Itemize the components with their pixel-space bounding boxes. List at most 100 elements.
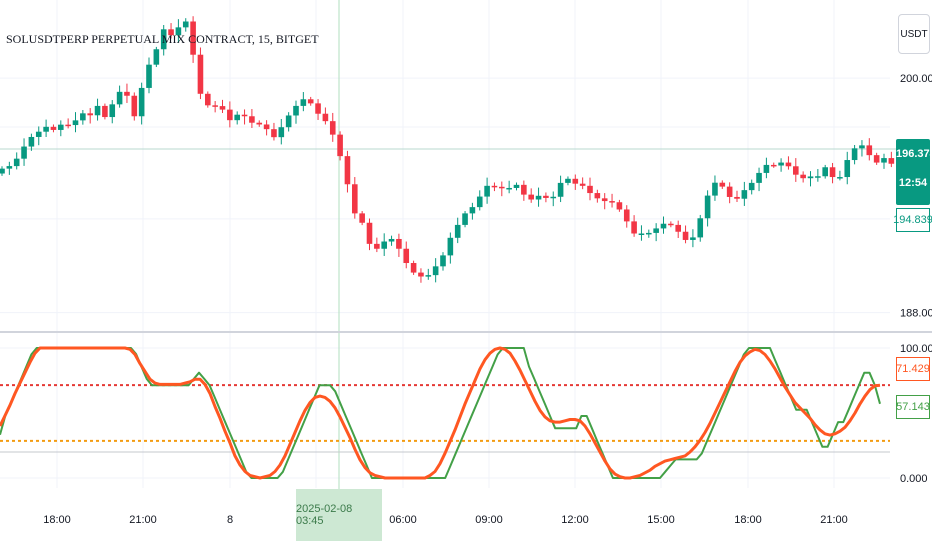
candle-body bbox=[859, 145, 865, 149]
axis-labels: 200.000188.000100.0000.00018:0021:00803:… bbox=[43, 73, 932, 526]
candle-body bbox=[535, 195, 542, 200]
candle-body bbox=[543, 195, 549, 198]
candle-body bbox=[726, 186, 733, 197]
candle-body bbox=[116, 91, 123, 105]
candle-body bbox=[263, 124, 270, 130]
candle-body bbox=[160, 29, 167, 50]
candle-body bbox=[616, 202, 623, 210]
candle-body bbox=[190, 21, 196, 55]
candle-body bbox=[109, 104, 116, 118]
candle-body bbox=[124, 91, 130, 96]
currency-button[interactable]: USDT bbox=[898, 14, 930, 54]
candle-body bbox=[770, 164, 777, 167]
time-tick-label: 15:00 bbox=[647, 514, 675, 526]
candle-body bbox=[337, 134, 343, 157]
candle-body bbox=[410, 263, 417, 273]
candle-body bbox=[873, 155, 880, 163]
candle-body bbox=[476, 196, 483, 208]
candle-body bbox=[344, 156, 351, 185]
candle-body bbox=[352, 184, 358, 214]
candle-body bbox=[182, 21, 189, 28]
candle-body bbox=[491, 185, 498, 188]
candle-body bbox=[462, 213, 468, 225]
price-tick-label: 200.000 bbox=[900, 73, 932, 85]
candle-body bbox=[609, 201, 615, 203]
candle-body bbox=[734, 196, 740, 199]
candle-body bbox=[197, 54, 204, 94]
candle-body bbox=[388, 238, 395, 242]
candle-body bbox=[425, 275, 432, 277]
candle-body bbox=[646, 232, 652, 235]
candle-body bbox=[572, 178, 579, 184]
time-tick-label: 18:00 bbox=[43, 514, 71, 526]
candle-body bbox=[719, 182, 726, 187]
crosshair-time-badge: 2025-02-08 03:45 bbox=[296, 489, 382, 541]
candle-body bbox=[322, 113, 329, 122]
time-tick-label: 21:00 bbox=[820, 514, 848, 526]
candle-body bbox=[28, 136, 35, 147]
candle-body bbox=[638, 233, 645, 236]
candle-body bbox=[285, 115, 292, 128]
candle-body bbox=[329, 121, 336, 135]
candle-body bbox=[741, 190, 748, 199]
candle-body bbox=[168, 29, 174, 36]
candle-body bbox=[601, 198, 608, 202]
candle-body bbox=[131, 95, 138, 117]
candle-body bbox=[844, 160, 851, 178]
candle-body bbox=[234, 114, 240, 121]
candlestick-series bbox=[0, 16, 895, 283]
candle-body bbox=[359, 213, 365, 223]
candle-body bbox=[50, 126, 57, 130]
candle-body bbox=[888, 158, 895, 164]
candle-body bbox=[0, 168, 5, 174]
candle-body bbox=[315, 103, 321, 114]
candle-body bbox=[800, 174, 806, 179]
candle-body bbox=[469, 207, 476, 214]
candle-body bbox=[557, 182, 564, 197]
candle-body bbox=[793, 166, 799, 175]
candle-body bbox=[675, 224, 681, 232]
candle-body bbox=[837, 177, 843, 179]
candle-body bbox=[65, 124, 71, 127]
prev-price-badge: 194.839 bbox=[893, 208, 932, 232]
last-price-badge: 196.374 12:54 bbox=[896, 139, 932, 205]
candle-body bbox=[513, 184, 520, 188]
time-tick-label: 09:00 bbox=[475, 514, 503, 526]
candle-body bbox=[668, 223, 674, 226]
candle-body bbox=[579, 183, 586, 186]
candle-body bbox=[851, 148, 858, 161]
candle-body bbox=[58, 124, 64, 130]
candle-body bbox=[594, 193, 601, 199]
candle-body bbox=[778, 162, 784, 166]
symbol-title: SOLUSDTPERP PERPETUAL MIX CONTRACT, 15, … bbox=[6, 32, 319, 46]
candle-body bbox=[307, 99, 314, 104]
chart-grid bbox=[0, 0, 890, 488]
osc-d-badge: 71.429 bbox=[896, 357, 930, 381]
osc-k-badge: 57.143 bbox=[896, 395, 930, 419]
candle-body bbox=[866, 145, 873, 156]
candle-body bbox=[682, 231, 689, 240]
candle-body bbox=[521, 184, 527, 195]
candle-body bbox=[785, 162, 792, 167]
time-tick-label: 18:00 bbox=[734, 514, 762, 526]
candle-body bbox=[704, 195, 711, 219]
candle-body bbox=[403, 248, 410, 264]
candle-body bbox=[72, 120, 79, 126]
bar-countdown: 12:54 bbox=[898, 177, 928, 189]
candle-body bbox=[418, 272, 424, 277]
candle-body bbox=[6, 166, 13, 169]
candle-body bbox=[712, 182, 718, 196]
candle-body bbox=[80, 113, 86, 121]
candle-body bbox=[528, 194, 534, 200]
candle-body bbox=[690, 237, 696, 240]
candle-body bbox=[256, 122, 263, 125]
candle-body bbox=[241, 114, 248, 117]
candle-body bbox=[94, 105, 101, 116]
candle-body bbox=[43, 126, 49, 132]
candle-body bbox=[366, 222, 373, 244]
candle-body bbox=[396, 238, 402, 249]
candle-body bbox=[660, 223, 667, 229]
candle-body bbox=[653, 228, 659, 233]
candle-body bbox=[631, 221, 637, 234]
